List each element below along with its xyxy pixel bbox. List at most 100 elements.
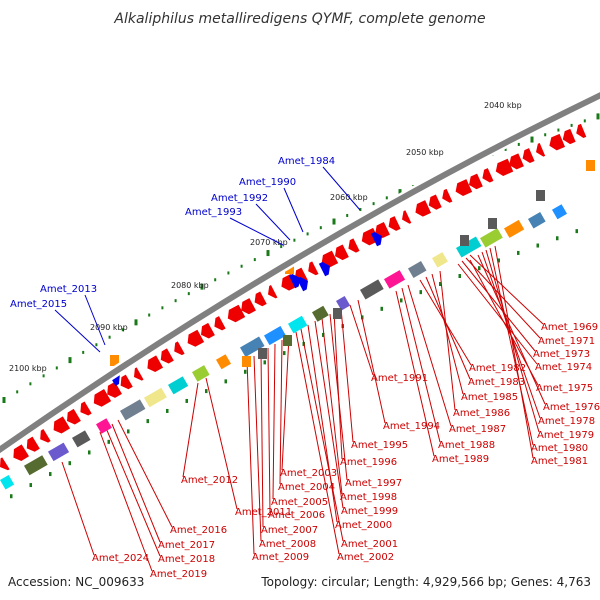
gene-label: Amet_1988 — [438, 440, 495, 451]
gene-labels: Amet_1984 Amet_1990 Amet_1992 Amet_1993 Amet… — [10, 156, 600, 580]
gene-label: Amet_1987 — [449, 424, 506, 435]
scale-tick — [240, 264, 243, 268]
reverse-gene-arrow — [402, 210, 412, 224]
reverse-gene-arrow — [147, 355, 164, 373]
gene-label: Amet_2018 — [158, 554, 215, 565]
inner-track-dot — [185, 398, 188, 403]
inner-track-dot — [166, 408, 169, 413]
gene-label: Amet_1975 — [536, 383, 593, 394]
leader-line — [494, 245, 534, 459]
feature-block — [283, 335, 292, 346]
gene-label: Amet_1989 — [432, 454, 489, 465]
inner-track-dot — [575, 229, 578, 234]
reverse-gene-arrow — [107, 381, 122, 398]
leader-line — [229, 217, 284, 246]
feature-block — [168, 376, 189, 395]
reverse-gene-arrow — [268, 285, 278, 299]
scale-tick — [306, 232, 309, 236]
inner-track-dot — [439, 281, 442, 286]
reverse-gene-arrow — [388, 216, 401, 231]
inner-track-dot — [400, 298, 403, 303]
gene-label: Amet_1999 — [341, 506, 398, 517]
scale-tick — [2, 397, 6, 403]
feature-block — [215, 354, 232, 370]
leader-line — [283, 187, 304, 233]
inner-track-dot — [146, 419, 149, 424]
leader-line — [281, 335, 290, 471]
feature-block — [191, 365, 210, 382]
gene-label: Amet_1990 — [239, 177, 296, 188]
gene-label: Amet_1974 — [535, 362, 592, 373]
feature-block — [460, 235, 469, 246]
leader-line — [307, 324, 338, 523]
inner-track-dot — [244, 369, 247, 374]
feature-block — [47, 442, 70, 462]
feature-block — [311, 305, 329, 322]
scale-tick — [346, 213, 349, 217]
reverse-gene-arrow — [495, 158, 514, 176]
feature-block — [552, 204, 568, 220]
inner-track-dot — [478, 266, 481, 271]
inner-track-dot — [127, 429, 130, 434]
feature-block — [488, 218, 497, 229]
inner-track-dot — [419, 290, 422, 295]
leader-line — [461, 260, 536, 352]
leader-line — [457, 263, 538, 365]
scale-tick — [280, 245, 283, 249]
scale-tick — [121, 328, 124, 332]
forward-gene-arrow — [318, 261, 331, 277]
forward-gene-arrow — [370, 231, 383, 247]
gene-label: Amet_1969 — [541, 322, 598, 333]
inner-track-dot — [205, 389, 208, 394]
inner-track-dot — [322, 332, 325, 337]
reverse-gene-arrow — [67, 408, 81, 425]
leader-line — [322, 166, 361, 211]
reverse-gene-arrow — [442, 188, 453, 203]
scale-tick — [174, 299, 177, 303]
inner-track-dot — [556, 236, 559, 241]
leader-line — [84, 294, 106, 346]
feature-block — [586, 160, 595, 171]
scale-tick — [583, 119, 586, 123]
feature-block — [0, 475, 15, 490]
reverse-gene-arrow — [482, 168, 494, 183]
gene-label: Amet_2008 — [259, 539, 316, 550]
reverse-gene-arrow — [549, 133, 566, 151]
leader-line — [425, 276, 471, 380]
forward-gene-arrow — [288, 273, 301, 289]
reverse-gene-arrow — [160, 348, 174, 364]
scale-tick — [332, 218, 336, 225]
scale-tick — [517, 142, 520, 146]
reverse-gene-arrow — [576, 123, 587, 138]
scale-tick — [570, 123, 573, 127]
scale-tick — [504, 147, 507, 151]
leader-line — [117, 419, 173, 528]
reverse-gene-arrow — [174, 341, 185, 356]
reverse-gene-arrow — [281, 274, 298, 291]
feature-block — [119, 399, 146, 421]
scale-tick — [16, 390, 19, 394]
gene-label: Amet_2019 — [150, 569, 207, 580]
leader-line — [54, 309, 101, 353]
feature-block — [333, 308, 342, 319]
scale-tick — [319, 226, 322, 230]
feature-block — [110, 355, 119, 366]
topology-label: Topology: circular; Length: 4,929,566 bp… — [260, 575, 591, 589]
leader-line — [439, 270, 456, 411]
inner-track-dot — [497, 258, 500, 263]
scale-tick — [293, 238, 296, 242]
feature-block — [455, 236, 482, 258]
leader-line — [267, 347, 271, 513]
gene-label: Amet_1998 — [340, 492, 397, 503]
scale-tick — [385, 196, 388, 200]
forward-gene-arrow — [296, 276, 309, 292]
reverse-gene-arrow — [348, 238, 360, 253]
scale-label: 2050 kbp — [406, 148, 444, 157]
inner-track-dot — [88, 450, 91, 455]
gene-label: Amet_2011 — [235, 507, 292, 518]
leader-line — [246, 359, 255, 555]
leader-line — [489, 247, 534, 446]
leader-line — [407, 284, 452, 427]
scale-label: 2100 kbp — [9, 364, 47, 373]
